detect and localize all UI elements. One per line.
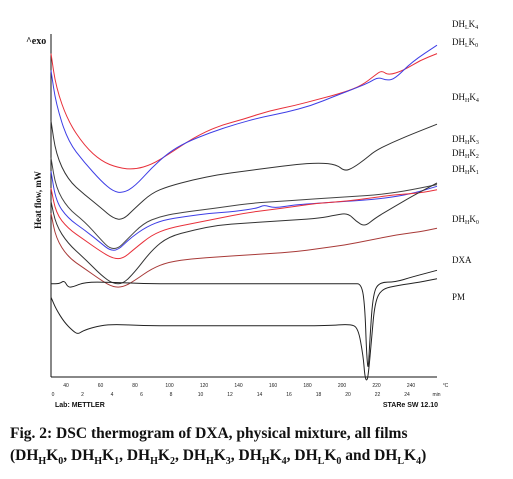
time-tick-11: 22 <box>375 392 381 398</box>
time-tick-4: 8 <box>170 392 173 398</box>
temperature-tick-5: 140 <box>234 383 243 389</box>
temperature-tick-8: 200 <box>338 383 347 389</box>
footer-left: Lab: METTLER <box>55 402 105 409</box>
caption-line-1: Fig. 2: DSC thermogram of DXA, physical … <box>10 425 408 442</box>
caption-line-2: (DHHK0, DHHK1, DHHK2, DHHK3, DHHK4, DHLK… <box>10 447 427 468</box>
exo-marker: ^exo <box>26 36 46 47</box>
series-label-dhhk3: DHHK3 <box>452 134 479 146</box>
temperature-tick-3: 100 <box>165 383 174 389</box>
time-tick-9: 18 <box>316 392 322 398</box>
figure-caption: Fig. 2: DSC thermogram of DXA, physical … <box>10 423 506 473</box>
dsc-curves <box>50 44 438 381</box>
temperature-tick-0: 40 <box>63 383 69 389</box>
temperature-tick-9: 220 <box>372 383 381 389</box>
y-axis-label: Heat flow, mW <box>33 171 43 229</box>
time-tick-7: 14 <box>257 392 263 398</box>
time-tick-6: 12 <box>227 392 233 398</box>
temperature-tick-1: 60 <box>98 383 104 389</box>
curve-dhhk3 <box>50 157 438 250</box>
time-tick-10: 20 <box>345 392 351 398</box>
curve-pm-lower <box>50 278 438 381</box>
series-label-dhhk1: DHHK1 <box>452 164 479 176</box>
footer-right: STARe SW 12.10 <box>383 402 438 409</box>
series-label-dhhk0: DHHK0 <box>452 214 479 226</box>
time-tick-labels: 0 2 4 6 8 10 12 14 16 18 20 22 24 min <box>52 392 441 398</box>
temperature-tick-7: 180 <box>303 383 312 389</box>
time-tick-5: 10 <box>198 392 204 398</box>
temperature-tick-labels: 40 60 80 100 120 140 160 180 200 220 240 °C <box>63 383 448 389</box>
time-tick-12: 24 <box>404 392 410 398</box>
time-tick-13: min <box>432 392 440 398</box>
time-tick-1: 2 <box>81 392 84 398</box>
series-label-dhhk4: DHHK4 <box>452 92 479 104</box>
temperature-tick-10: 240 <box>407 383 416 389</box>
series-labels: DHLK4 DHLK0 DHHK4 DHHK3 DHHK2 DHHK1 DHHK0 DXA PM <box>452 19 479 302</box>
time-tick-2: 4 <box>111 392 114 398</box>
curve-dhhk0 <box>50 182 438 285</box>
curve-dxa <box>50 213 438 288</box>
series-label-dhlk0: DHLK0 <box>452 37 478 49</box>
time-tick-3: 6 <box>140 392 143 398</box>
curve-dhhk4 <box>50 120 438 220</box>
curve-dhhk1 <box>50 187 438 260</box>
temperature-tick-2: 80 <box>132 383 138 389</box>
curve-dhlk4 <box>50 53 438 170</box>
time-tick-8: 16 <box>286 392 292 398</box>
curve-dhlk0 <box>50 44 438 193</box>
series-label-pm: PM <box>452 292 465 302</box>
series-label-dhlk4: DHLK4 <box>452 19 478 31</box>
series-label-dxa: DXA <box>452 255 472 265</box>
temperature-tick-4: 120 <box>200 383 209 389</box>
time-tick-0: 0 <box>52 392 55 398</box>
series-label-dhhk2: DHHK2 <box>452 148 479 160</box>
temperature-tick-6: 160 <box>269 383 278 389</box>
curve-pm <box>51 269 438 367</box>
temperature-tick-11: °C <box>443 383 449 389</box>
